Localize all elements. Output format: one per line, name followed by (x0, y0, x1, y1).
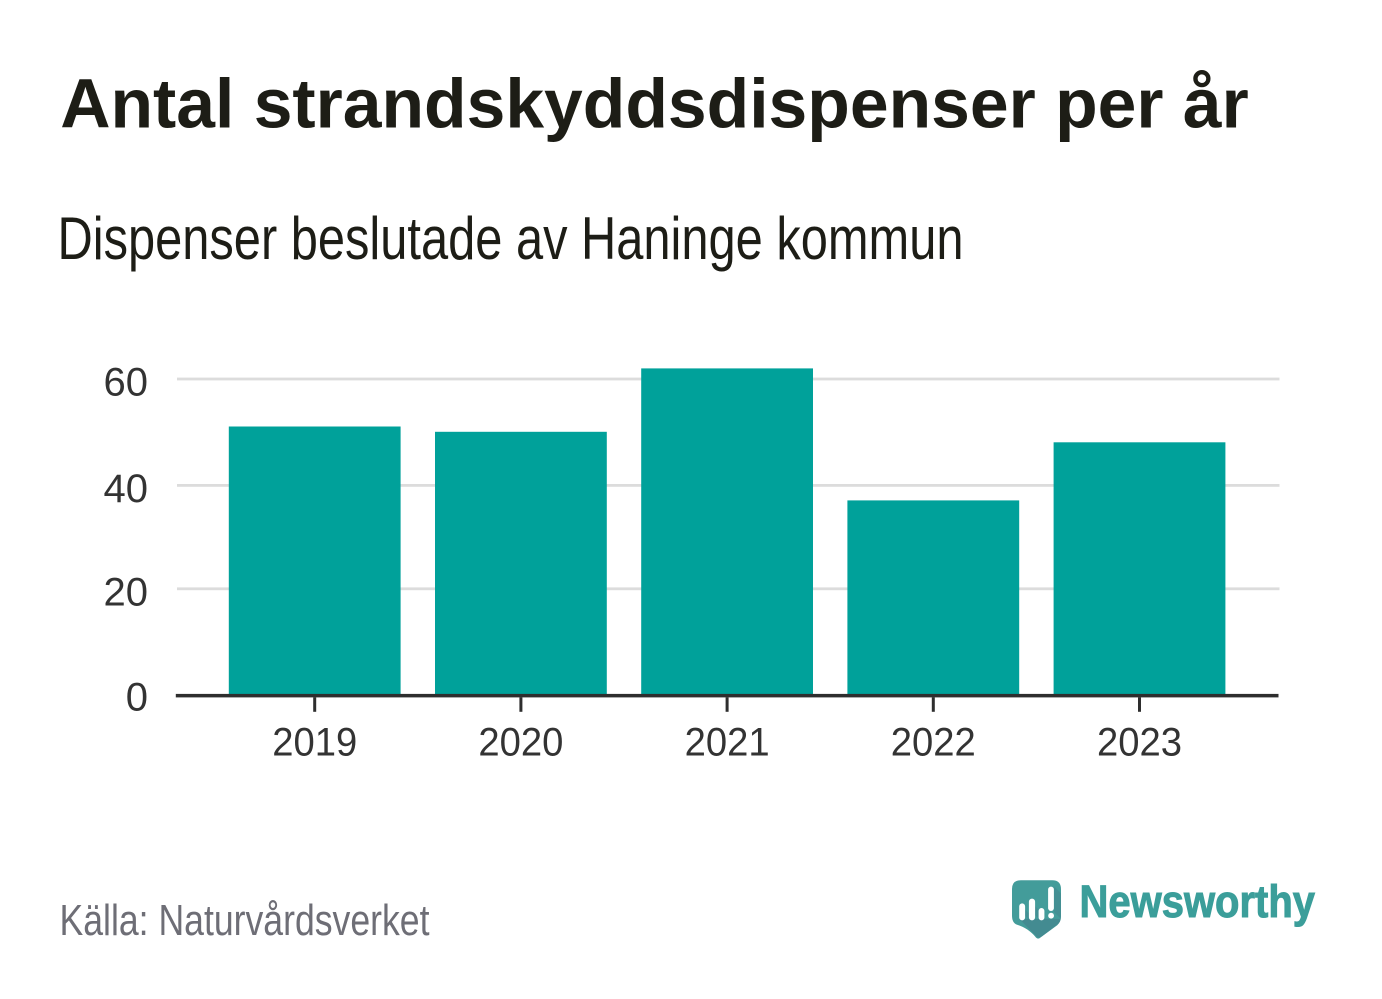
svg-text:20: 20 (104, 571, 149, 615)
svg-text:Källa: Naturvårdsverket: Källa: Naturvårdsverket (60, 897, 430, 945)
svg-text:2019: 2019 (272, 721, 357, 765)
svg-text:60: 60 (104, 361, 149, 405)
svg-text:2021: 2021 (685, 721, 770, 765)
svg-text:2022: 2022 (891, 721, 976, 765)
svg-text:Antal strandskyddsdispenser pe: Antal strandskyddsdispenser per år (60, 64, 1249, 142)
svg-text:2020: 2020 (478, 721, 563, 765)
svg-text:Newsworthy: Newsworthy (1080, 876, 1316, 927)
svg-text:2023: 2023 (1097, 721, 1182, 765)
svg-text:Dispenser beslutade av Haninge: Dispenser beslutade av Haninge kommun (58, 205, 964, 272)
svg-text:40: 40 (104, 467, 149, 511)
svg-text:0: 0 (126, 675, 148, 719)
